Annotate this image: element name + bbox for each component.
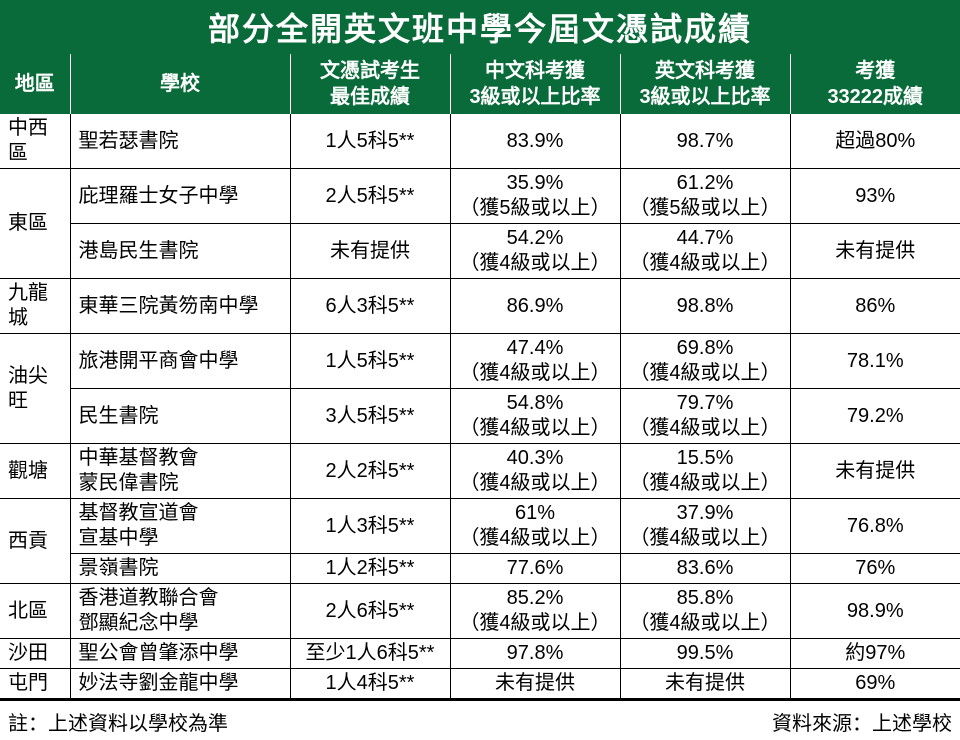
cell-data: 93% (790, 169, 960, 224)
cell-data: 1人2科5** (290, 554, 450, 584)
cell-school: 東華三院黃笏南中學 (70, 279, 290, 334)
cell-region: 東區 (0, 169, 70, 279)
footnote-row: 註：上述資料以學校為準 資料來源：上述學校 (0, 700, 960, 740)
table-row: 中西區聖若瑟書院1人5科5**83.9%98.7%超過80% (0, 114, 960, 169)
cell-data: 約97% (790, 639, 960, 669)
table-body: 中西區聖若瑟書院1人5科5**83.9%98.7%超過80%東區庇理羅士女子中學… (0, 114, 960, 699)
cell-data: 未有提供 (620, 669, 790, 700)
cell-data: 未有提供 (290, 224, 450, 279)
cell-data: 76% (790, 554, 960, 584)
col-header-eng: 英文科考獲3級或以上比率 (620, 54, 790, 114)
table-row: 民生書院3人5科5**54.8%（獲4級或以上）79.7%（獲4級或以上）79.… (0, 389, 960, 444)
col-header-chi: 中文科考獲3級或以上比率 (450, 54, 620, 114)
cell-data: 未有提供 (790, 224, 960, 279)
col-header-region: 地區 (0, 54, 70, 114)
cell-data: 76.8% (790, 499, 960, 554)
cell-school: 聖公會曾肇添中學 (70, 639, 290, 669)
cell-data: 78.1% (790, 334, 960, 389)
cell-data: 69.8%（獲4級或以上） (620, 334, 790, 389)
cell-data: 54.2%（獲4級或以上） (450, 224, 620, 279)
cell-data: 79.7%（獲4級或以上） (620, 389, 790, 444)
cell-data: 未有提供 (450, 669, 620, 700)
table-row: 沙田聖公會曾肇添中學至少1人6科5**97.8%99.5%約97% (0, 639, 960, 669)
table-title: 部分全開英文班中學今屆文憑試成績 (0, 0, 960, 54)
cell-school: 港島民生書院 (70, 224, 290, 279)
cell-data: 1人5科5** (290, 114, 450, 169)
cell-data: 83.6% (620, 554, 790, 584)
table-row: 港島民生書院未有提供54.2%（獲4級或以上）44.7%（獲4級或以上）未有提供 (0, 224, 960, 279)
cell-region: 觀塘 (0, 444, 70, 499)
cell-data: 85.8%（獲4級或以上） (620, 584, 790, 639)
cell-data: 1人4科5** (290, 669, 450, 700)
col-header-best: 文憑試考生最佳成績 (290, 54, 450, 114)
table-row: 西貢基督教宣道會宣基中學1人3科5**61%（獲4級或以上）37.9%（獲4級或… (0, 499, 960, 554)
cell-school: 庇理羅士女子中學 (70, 169, 290, 224)
cell-data: 超過80% (790, 114, 960, 169)
cell-school: 旅港開平商會中學 (70, 334, 290, 389)
cell-data: 1人3科5** (290, 499, 450, 554)
cell-data: 未有提供 (790, 444, 960, 499)
cell-school: 民生書院 (70, 389, 290, 444)
cell-school: 基督教宣道會宣基中學 (70, 499, 290, 554)
cell-data: 61%（獲4級或以上） (450, 499, 620, 554)
results-table: 地區學校文憑試考生最佳成績中文科考獲3級或以上比率英文科考獲3級或以上比率考獲3… (0, 54, 960, 700)
table-row: 屯門妙法寺劉金龍中學1人4科5**未有提供未有提供69% (0, 669, 960, 700)
cell-data: 2人2科5** (290, 444, 450, 499)
cell-data: 99.5% (620, 639, 790, 669)
col-header-c33222: 考獲33222成績 (790, 54, 960, 114)
cell-data: 40.3%（獲4級或以上） (450, 444, 620, 499)
cell-data: 85.2%（獲4級或以上） (450, 584, 620, 639)
table-header: 地區學校文憑試考生最佳成績中文科考獲3級或以上比率英文科考獲3級或以上比率考獲3… (0, 54, 960, 114)
cell-data: 77.6% (450, 554, 620, 584)
cell-data: 2人6科5** (290, 584, 450, 639)
cell-region: 中西區 (0, 114, 70, 169)
cell-data: 37.9%（獲4級或以上） (620, 499, 790, 554)
footnote-left: 註：上述資料以學校為準 (8, 707, 228, 736)
table-row: 景嶺書院1人2科5**77.6%83.6%76% (0, 554, 960, 584)
table-row: 東區庇理羅士女子中學2人5科5**35.9%（獲5級或以上）61.2%（獲5級或… (0, 169, 960, 224)
cell-region: 九龍城 (0, 279, 70, 334)
cell-data: 54.8%（獲4級或以上） (450, 389, 620, 444)
cell-data: 2人5科5** (290, 169, 450, 224)
cell-data: 44.7%（獲4級或以上） (620, 224, 790, 279)
cell-data: 86.9% (450, 279, 620, 334)
table-row: 九龍城東華三院黃笏南中學6人3科5**86.9%98.8%86% (0, 279, 960, 334)
cell-data: 47.4%（獲4級或以上） (450, 334, 620, 389)
cell-school: 中華基督教會蒙民偉書院 (70, 444, 290, 499)
cell-region: 油尖旺 (0, 334, 70, 444)
cell-region: 北區 (0, 584, 70, 639)
cell-data: 69% (790, 669, 960, 700)
cell-data: 15.5%（獲4級或以上） (620, 444, 790, 499)
table-row: 北區香港道教聯合會鄧顯紀念中學2人6科5**85.2%（獲4級或以上）85.8%… (0, 584, 960, 639)
footnote-right: 資料來源：上述學校 (772, 707, 952, 736)
cell-data: 97.8% (450, 639, 620, 669)
cell-data: 98.7% (620, 114, 790, 169)
cell-data: 86% (790, 279, 960, 334)
cell-data: 98.9% (790, 584, 960, 639)
cell-school: 聖若瑟書院 (70, 114, 290, 169)
cell-region: 沙田 (0, 639, 70, 669)
table-row: 觀塘中華基督教會蒙民偉書院2人2科5**40.3%（獲4級或以上）15.5%（獲… (0, 444, 960, 499)
col-header-school: 學校 (70, 54, 290, 114)
cell-school: 妙法寺劉金龍中學 (70, 669, 290, 700)
cell-data: 79.2% (790, 389, 960, 444)
cell-data: 3人5科5** (290, 389, 450, 444)
cell-data: 98.8% (620, 279, 790, 334)
cell-school: 香港道教聯合會鄧顯紀念中學 (70, 584, 290, 639)
cell-data: 1人5科5** (290, 334, 450, 389)
table-row: 油尖旺旅港開平商會中學1人5科5**47.4%（獲4級或以上）69.8%（獲4級… (0, 334, 960, 389)
cell-data: 83.9% (450, 114, 620, 169)
cell-data: 35.9%（獲5級或以上） (450, 169, 620, 224)
cell-region: 西貢 (0, 499, 70, 584)
cell-data: 61.2%（獲5級或以上） (620, 169, 790, 224)
cell-region: 屯門 (0, 669, 70, 700)
cell-data: 6人3科5** (290, 279, 450, 334)
cell-data: 至少1人6科5** (290, 639, 450, 669)
cell-school: 景嶺書院 (70, 554, 290, 584)
